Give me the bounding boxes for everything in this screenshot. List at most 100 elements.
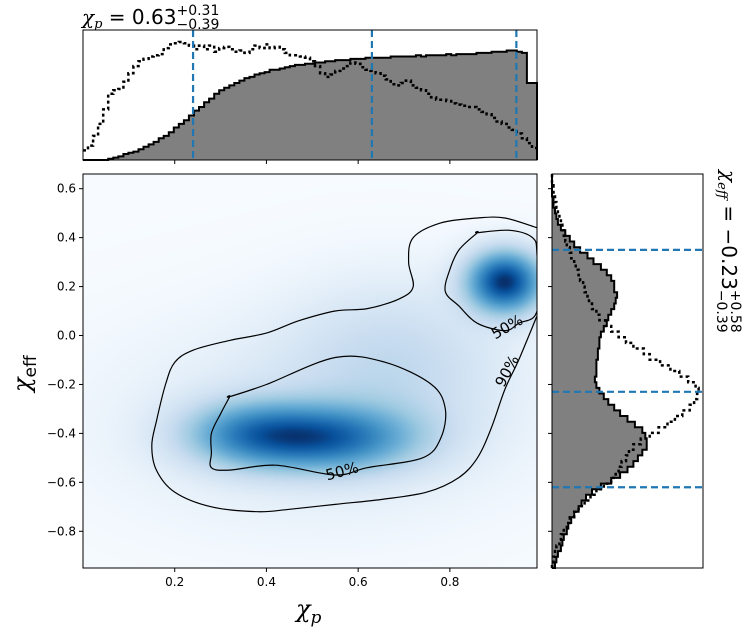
right-hist-bar-46: [552, 303, 615, 310]
top-title-symbol: χ: [80, 5, 96, 29]
top-hist-bar-25: [209, 98, 215, 160]
top-hist-bar-81: [491, 51, 498, 160]
right-hist-bar-24: [552, 427, 643, 434]
top-hist-bar-42: [294, 64, 301, 160]
right-hist-bar-38: [552, 348, 598, 355]
top-hist-bar-82: [496, 51, 503, 160]
right-hist-bar-29: [552, 399, 609, 406]
top-hist-bar-20: [183, 120, 190, 160]
top-hist-bar-40: [284, 67, 291, 160]
top-hist-bar-12: [143, 146, 149, 160]
right-hist-bar-22: [552, 438, 647, 445]
top-hist-bar-72: [446, 54, 452, 160]
top-hist-bar-9: [128, 152, 134, 160]
top-hist-edge-line: [83, 49, 538, 161]
y-tick-label-5: −0.4: [47, 426, 76, 440]
right-hist-bar-49: [552, 286, 615, 293]
y-tick-label-4: −0.2: [47, 377, 76, 391]
right-hist-bar-41: [552, 331, 601, 338]
right-title-symbol: χ: [717, 168, 741, 184]
right-hist-bar-52: [552, 269, 607, 276]
x-axis-label-symbol: χ: [294, 595, 312, 623]
right-hist-bar-20: [552, 449, 643, 456]
top-hist-bar-47: [320, 62, 326, 160]
right-hist-bar-54: [552, 258, 594, 265]
right-hist-bar-48: [552, 292, 618, 299]
top-hist-bar-31: [239, 80, 245, 160]
right-quantile-lines: [552, 248, 703, 489]
right-panel-ticks: [548, 188, 552, 532]
right-hist-bar-18: [552, 461, 634, 468]
right-hist-bar-2: [552, 551, 558, 558]
x-axis-label-sub: p: [311, 608, 322, 628]
right-hist-bar-61: [552, 219, 558, 226]
top-hist-bar-37: [269, 69, 276, 160]
right-hist-dotted-line: [550, 174, 700, 568]
top-hist-bar-71: [441, 55, 447, 160]
right-hist-bar-23: [552, 432, 646, 439]
top-hist-bar-58: [375, 57, 382, 161]
top-hist-bar-17: [168, 132, 175, 160]
top-hist-bar-52: [345, 60, 351, 161]
y-tick-label-2: 0.2: [57, 280, 76, 294]
top-hist-bar-88: [526, 82, 533, 160]
top-hist-bar-68: [426, 55, 432, 160]
top-hist-bar-8: [123, 153, 129, 160]
top-hist-bar-85: [511, 50, 518, 160]
right-hist-bar-12: [552, 494, 587, 501]
right-hist-bar-21: [552, 444, 647, 451]
right-hist-bar-44: [552, 314, 609, 321]
x-tick-label-1: 0.4: [257, 575, 276, 589]
top-hist-bar-78: [476, 52, 482, 160]
top-hist-bar-48: [325, 61, 331, 160]
top-hist-bar-54: [355, 58, 361, 161]
right-hist-bar-8: [552, 517, 572, 524]
right-hist-bar-27: [552, 410, 621, 417]
top-hist-bar-32: [244, 78, 250, 160]
right-hist-bar-43: [552, 320, 607, 327]
right-hist-bar-33: [552, 376, 595, 383]
main-panel-frame: [82, 173, 538, 569]
right-hist-bar-25: [552, 421, 635, 428]
top-hist-bar-64: [405, 56, 412, 161]
right-hist-bar-55: [552, 252, 588, 259]
top-hist-bar-46: [315, 62, 321, 160]
right-hist-bar-10: [552, 506, 579, 513]
top-hist-bar-43: [299, 64, 306, 160]
top-panel-ticks: [174, 160, 451, 164]
right-hist-bar-40: [552, 337, 600, 344]
top-hist-bar-35: [259, 73, 265, 160]
contour-50pct-0: [444, 229, 537, 332]
top-hist-bar-73: [451, 55, 457, 160]
main-y-ticks: 0.6 0.4 0.2 0.0 −0.2 −0.4 −0.6 −0.8: [47, 182, 83, 538]
top-hist-bar-86: [516, 51, 523, 160]
y-tick-label-3: 0.0: [57, 329, 76, 343]
right-hist-bar-26: [552, 416, 628, 423]
right-hist-bar-42: [552, 325, 604, 332]
top-hist-bar-10: [133, 151, 139, 160]
top-hist-bar-50: [335, 60, 341, 161]
right-panel-frame: [551, 173, 704, 569]
right-hist-bar-1: [552, 556, 557, 563]
right-hist-bar-57: [552, 241, 575, 248]
right-hist-bar-59: [552, 230, 566, 237]
right-title-sub: −0.39: [713, 290, 729, 333]
density-heatmap: [83, 174, 537, 568]
y-axis-label: χeff: [8, 354, 41, 394]
right-title-value: = −0.23: [717, 199, 741, 290]
top-hist-bar-56: [365, 57, 371, 161]
right-hist-fill-group: [552, 196, 647, 569]
top-hist-bar-67: [420, 56, 427, 161]
top-hist-bar-53: [350, 58, 356, 161]
top-hist-bar-14: [153, 141, 160, 160]
right-hist-bar-45: [552, 309, 612, 316]
top-hist-bar-28: [224, 87, 230, 160]
y-tick-label-6: −0.6: [47, 475, 76, 489]
right-hist-bar-5: [552, 534, 564, 541]
top-hist-bar-33: [249, 76, 255, 160]
main-x-ticks: 0.2 0.4 0.6 0.8: [165, 568, 459, 589]
right-hist-bar-51: [552, 275, 612, 282]
right-hist-bar-15: [552, 477, 612, 484]
right-hist-bar-63: [552, 207, 555, 214]
